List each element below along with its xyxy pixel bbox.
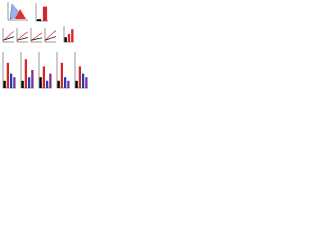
bar [85,77,88,88]
bar [13,77,16,88]
bar [49,73,52,88]
flow-plot [7,2,28,21]
line [30,37,43,41]
bar [75,80,78,88]
bar [36,19,42,21]
bar [81,73,85,88]
line [16,31,29,41]
line [2,31,15,41]
bar [42,6,48,21]
bar [67,80,70,88]
bar [9,73,13,88]
bar [64,37,67,42]
bar [21,80,24,88]
bar [42,66,46,88]
line [30,32,43,41]
bar [3,80,6,88]
line [16,37,29,41]
bar [67,34,71,42]
bar [45,80,49,88]
bar [78,66,82,88]
line [44,30,57,41]
figure [2,2,88,89]
gate-population [15,9,26,19]
bar [31,70,34,88]
bar [71,29,74,42]
line [2,36,15,41]
bar [39,77,42,88]
bar [60,62,64,88]
line [44,36,57,41]
bar [27,77,31,88]
bar [24,59,28,88]
bar [57,80,60,88]
bar [6,62,10,88]
bar [63,77,67,88]
